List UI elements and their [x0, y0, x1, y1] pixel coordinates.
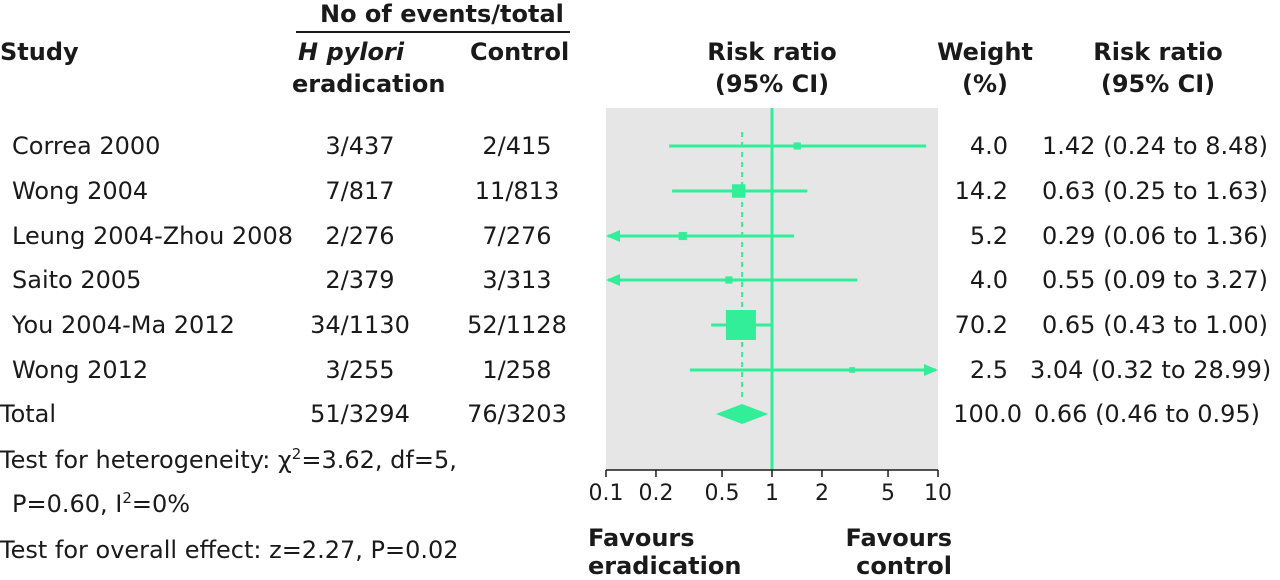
study-point-square — [793, 142, 801, 150]
weight-value: 4.0 — [969, 132, 1008, 160]
favours-eradication-line1: Favours — [588, 524, 695, 552]
weight-value: 2.5 — [969, 356, 1008, 384]
rr-column-header-line1: Risk ratio — [1093, 38, 1223, 66]
weight-column-header-line2: (%) — [962, 70, 1008, 98]
weight-value: 70.2 — [954, 311, 1008, 339]
rr-ci-value: 3.04 (0.32 to 28.99) — [1030, 356, 1272, 384]
study-point-square — [849, 367, 855, 373]
control-events: 11/813 — [474, 177, 560, 205]
x-tick-label: 0.1 — [589, 481, 624, 506]
treatment-column-header-line2: eradication — [292, 70, 446, 98]
study-label: Saito 2005 — [12, 266, 142, 294]
study-label: Wong 2012 — [12, 356, 149, 384]
heterogeneity-test-line1: Test for heterogeneity: χ2=3.62, df=5, — [0, 445, 457, 477]
heterogeneity-text-c: P=0.60, I — [12, 490, 123, 518]
total-control-events: 76/3203 — [467, 400, 567, 428]
rr-ci-value: 0.63 (0.25 to 1.63) — [1042, 177, 1269, 205]
treatment-events: 7/817 — [325, 177, 395, 205]
group-header-rule — [296, 31, 570, 33]
total-label: Total — [0, 400, 57, 428]
control-events: 2/415 — [482, 132, 552, 160]
study-label: Wong 2004 — [12, 177, 149, 205]
heterogeneity-superscript-b: 2 — [122, 489, 132, 507]
study-point-square — [731, 184, 746, 198]
total-treatment-events: 51/3294 — [310, 400, 410, 428]
plot-column-header-line1: Risk ratio — [707, 38, 837, 66]
favours-eradication-line2: eradication — [588, 552, 742, 580]
control-events: 1/258 — [482, 356, 552, 384]
rr-ci-value: 0.65 (0.43 to 1.00) — [1042, 311, 1269, 339]
weight-value: 4.0 — [969, 266, 1008, 294]
control-events: 3/313 — [482, 266, 552, 294]
study-point-square — [725, 310, 756, 340]
weight-value: 5.2 — [969, 222, 1008, 250]
x-tick-label: 0.2 — [638, 481, 673, 506]
total-rr-ci-value: 0.66 (0.46 to 0.95) — [1034, 400, 1261, 428]
treatment-events: 2/379 — [325, 266, 395, 294]
x-tick-label: 5 — [881, 481, 895, 506]
x-tick-label: 2 — [815, 481, 829, 506]
x-tick-label: 1 — [765, 481, 779, 506]
total-weight-value: 100.0 — [953, 400, 1022, 428]
treatment-events: 34/1130 — [310, 311, 410, 339]
weight-column-header-line1: Weight — [937, 38, 1033, 66]
study-column-header: Study — [0, 38, 79, 66]
control-events: 7/276 — [482, 222, 552, 250]
treatment-events: 3/255 — [325, 356, 395, 384]
plot-column-header-line2: (95% CI) — [714, 70, 830, 98]
treatment-column-header-line1: H pylori — [298, 38, 405, 66]
favours-control-line1: Favours — [845, 524, 952, 552]
rr-column-header-line2: (95% CI) — [1100, 70, 1216, 98]
weight-value: 14.2 — [954, 177, 1008, 205]
study-label: Correa 2000 — [12, 132, 161, 160]
overall-effect-test: Test for overall effect: z=2.27, P=0.02 — [0, 536, 459, 564]
ci-arrow-left-icon — [606, 274, 620, 286]
treatment-events: 3/437 — [325, 132, 395, 160]
heterogeneity-test-line2: P=0.60, I2=0% — [12, 489, 191, 521]
heterogeneity-text-d: =0% — [131, 490, 191, 518]
favours-control-line2: control — [856, 552, 952, 580]
control-column-header: Control — [470, 38, 570, 66]
pooled-diamond — [716, 404, 769, 424]
study-point-square — [725, 276, 733, 284]
ci-arrow-right-icon — [924, 364, 938, 376]
rr-ci-value: 1.42 (0.24 to 8.48) — [1042, 132, 1269, 160]
rr-ci-value: 0.29 (0.06 to 1.36) — [1042, 222, 1269, 250]
x-tick-label: 0.5 — [705, 481, 740, 506]
heterogeneity-text-b: =3.62, df=5, — [301, 446, 457, 474]
heterogeneity-text-a: Test for heterogeneity: χ — [0, 446, 292, 474]
x-tick-label: 10 — [924, 481, 952, 506]
study-label: Leung 2004-Zhou 2008 — [12, 222, 293, 250]
control-events: 52/1128 — [467, 311, 567, 339]
treatment-events: 2/276 — [325, 222, 395, 250]
ci-arrow-left-icon — [606, 230, 620, 242]
rr-ci-value: 0.55 (0.09 to 3.27) — [1042, 266, 1269, 294]
heterogeneity-superscript-a: 2 — [291, 445, 302, 463]
study-point-square — [678, 231, 687, 241]
study-label: You 2004-Ma 2012 — [12, 311, 235, 339]
group-header-events-total: No of events/total — [320, 0, 564, 28]
